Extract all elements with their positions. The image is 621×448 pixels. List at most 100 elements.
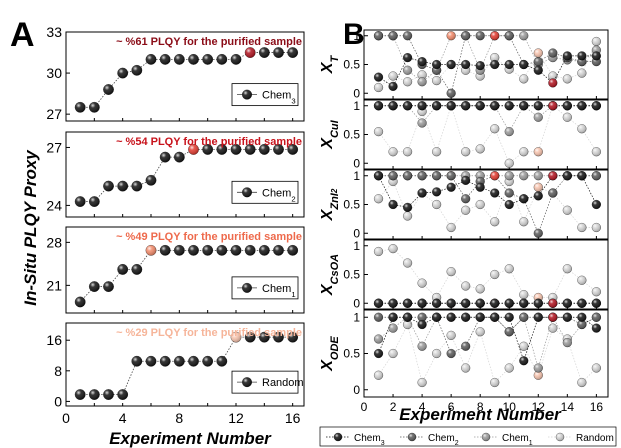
data-point xyxy=(402,52,413,63)
annotation-text: ~ %29 PLQY for the purified sample xyxy=(116,327,302,339)
data-point xyxy=(591,36,602,47)
data-point xyxy=(103,84,114,95)
data-point xyxy=(202,53,214,65)
highlight-point xyxy=(490,31,500,41)
data-point xyxy=(402,77,413,87)
data-point xyxy=(388,101,398,111)
legend-label: Chem2 xyxy=(428,433,459,447)
data-point xyxy=(402,147,413,157)
data-point xyxy=(577,377,587,388)
data-point xyxy=(562,74,572,84)
data-point xyxy=(74,196,86,207)
annotation-text: ~ %49 PLQY for the purified sample xyxy=(116,231,302,243)
data-point xyxy=(188,244,199,256)
data-point xyxy=(519,59,529,70)
data-point xyxy=(287,143,299,155)
data-point xyxy=(373,101,384,111)
y-tick-label: 8 xyxy=(54,363,62,379)
annotation-text: ~ %54 PLQY for the purified sample xyxy=(116,136,302,148)
data-point xyxy=(402,101,413,111)
data-point xyxy=(431,59,442,70)
data-point xyxy=(373,334,384,344)
data-point xyxy=(533,65,543,75)
data-point xyxy=(461,194,471,204)
data-point xyxy=(388,199,398,210)
data-point xyxy=(504,199,514,210)
panel-b-subplot: 0 0.5 1 XCuI xyxy=(319,99,609,170)
y-tick-label: 0 xyxy=(353,383,360,397)
data-point xyxy=(504,101,514,111)
data-point xyxy=(388,31,398,41)
data-point xyxy=(417,188,427,198)
series-line xyxy=(378,55,597,87)
data-point xyxy=(373,126,384,137)
data-point xyxy=(591,51,602,61)
data-point xyxy=(417,77,427,87)
data-point xyxy=(519,101,529,111)
data-point xyxy=(131,263,143,275)
data-point xyxy=(373,348,384,359)
data-point xyxy=(519,147,529,157)
data-point xyxy=(216,53,228,65)
data-point xyxy=(533,112,543,122)
data-point xyxy=(446,330,456,341)
data-point xyxy=(577,298,587,308)
data-point xyxy=(475,298,485,308)
panel-b-letter: B xyxy=(343,18,365,51)
data-point xyxy=(173,355,185,367)
legend-item: Chem1 xyxy=(474,432,533,447)
highlight-point xyxy=(145,244,157,256)
subplot-frame xyxy=(363,29,609,100)
data-point xyxy=(533,312,543,322)
data-point xyxy=(519,171,529,181)
data-point xyxy=(431,147,442,157)
data-point xyxy=(519,312,529,322)
x-tick-label: 12 xyxy=(532,400,546,414)
data-point xyxy=(117,67,129,79)
data-point xyxy=(475,312,485,322)
data-point xyxy=(131,64,143,76)
data-point xyxy=(591,101,602,111)
data-point xyxy=(533,171,543,181)
data-point xyxy=(173,244,185,256)
data-point xyxy=(159,355,171,367)
subplot-frame xyxy=(65,31,305,122)
data-point xyxy=(88,196,100,207)
data-point xyxy=(461,312,471,322)
legend-item: Chem2 xyxy=(400,432,459,447)
data-point xyxy=(388,243,398,254)
data-point xyxy=(230,143,242,155)
data-point xyxy=(591,171,602,181)
data-point xyxy=(258,244,270,256)
legend-label: Chem2 xyxy=(262,187,296,203)
data-point xyxy=(490,188,500,198)
data-point xyxy=(475,144,485,154)
legend-label: Chem1 xyxy=(502,433,533,447)
data-point xyxy=(461,281,471,291)
data-point xyxy=(562,298,572,308)
y-axis-label: XZnI2 xyxy=(319,188,341,221)
data-point xyxy=(562,205,572,215)
data-point xyxy=(417,341,427,351)
data-point xyxy=(402,31,413,41)
data-point xyxy=(103,180,114,192)
data-point xyxy=(577,101,587,111)
data-point xyxy=(504,312,514,322)
data-point xyxy=(402,319,413,330)
x-tick-label: 14 xyxy=(561,400,575,414)
data-point xyxy=(446,348,456,359)
data-point xyxy=(591,199,602,210)
data-point xyxy=(202,143,214,155)
data-point xyxy=(461,205,471,215)
data-point xyxy=(74,389,86,400)
data-point xyxy=(519,356,529,366)
legend-box: Random xyxy=(231,370,304,394)
data-point xyxy=(244,244,256,256)
series-line xyxy=(80,52,293,108)
data-point xyxy=(475,199,485,210)
legend-box: Chem1 xyxy=(231,276,299,300)
data-point xyxy=(145,53,157,65)
data-point xyxy=(475,31,485,41)
data-point xyxy=(117,389,129,400)
data-point xyxy=(446,171,456,181)
